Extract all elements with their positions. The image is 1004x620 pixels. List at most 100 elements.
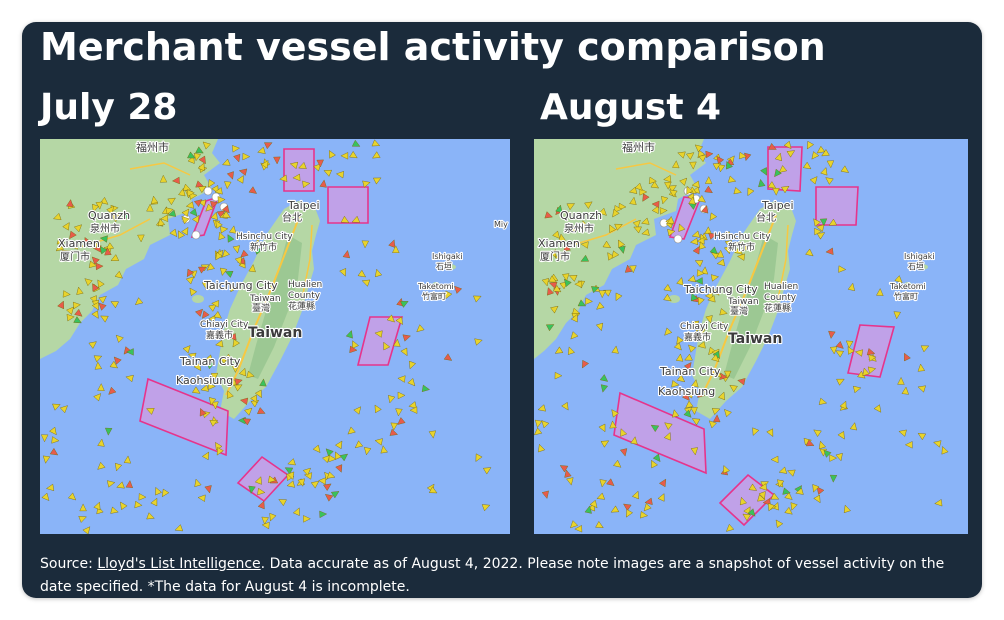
source-link[interactable]: Lloyd's List Intelligence [97, 556, 261, 572]
taiwan-mountains [724, 235, 778, 379]
triangle-marker-icon [114, 270, 123, 279]
highway-west [225, 214, 301, 396]
label-xiamen-cn: 厦门市 [540, 250, 570, 263]
triangle-marker-icon [342, 250, 351, 259]
triangle-marker-icon [91, 302, 99, 311]
triangle-marker-icon [734, 246, 743, 255]
triangle-marker-icon [690, 292, 698, 302]
triangle-marker-icon [214, 187, 223, 195]
triangle-marker-icon [580, 254, 590, 262]
label-ishigaki-cn: 石垣 [908, 261, 924, 271]
triangle-marker-icon [219, 356, 229, 364]
triangle-marker-icon [160, 214, 169, 222]
triangle-marker-icon [250, 394, 258, 404]
triangle-marker-icon [126, 348, 134, 356]
triangle-marker-icon [201, 451, 210, 461]
triangle-marker-icon [816, 232, 826, 240]
triangle-marker-icon [400, 301, 409, 308]
triangle-marker-icon [278, 499, 287, 507]
triangle-marker-icon [82, 526, 91, 534]
triangle-marker-icon [297, 478, 305, 487]
triangle-marker-icon [664, 327, 673, 336]
triangle-marker-icon [843, 504, 851, 514]
triangle-marker-icon [772, 187, 780, 196]
triangle-marker-icon [642, 193, 650, 202]
triangle-marker-icon [805, 248, 814, 257]
triangle-marker-icon [345, 330, 353, 339]
triangle-marker-icon [664, 422, 673, 430]
label-fuzhou: 福州市 [622, 140, 655, 154]
triangle-marker-icon [268, 475, 277, 483]
map-august-4[interactable]: 福州市 Quanzh 泉州市 Xiamen 厦门市 Taipei 台北 Hsin… [534, 139, 968, 534]
triangle-marker-icon [298, 161, 307, 169]
triangle-marker-icon [204, 354, 213, 362]
triangle-marker-icon [351, 215, 361, 223]
triangle-marker-icon [111, 214, 119, 223]
triangle-marker-icon [904, 441, 913, 449]
triangle-marker-icon [335, 170, 345, 179]
triangle-marker-icon [657, 493, 665, 502]
triangle-marker-icon [92, 203, 100, 213]
triangle-marker-icon [631, 490, 639, 500]
triangle-marker-icon [614, 223, 623, 231]
triangle-marker-icon [42, 455, 51, 464]
triangle-marker-icon [901, 386, 909, 395]
triangle-marker-icon [222, 158, 231, 166]
triangle-marker-icon [351, 139, 361, 147]
triangle-marker-icon [610, 505, 620, 513]
triangle-marker-icon [596, 301, 605, 310]
triangle-marker-icon [568, 275, 578, 282]
triangle-marker-icon [933, 440, 942, 448]
triangle-marker-icon [738, 151, 747, 160]
triangle-marker-icon [187, 352, 197, 360]
triangle-marker-icon [704, 226, 712, 235]
triangle-marker-icon [55, 243, 65, 252]
triangle-marker-icon [125, 374, 134, 383]
triangle-marker-icon [650, 181, 660, 189]
triangle-marker-icon [591, 286, 600, 294]
label-hsinchu-cn: 新竹市 [728, 241, 755, 253]
triangle-marker-icon [540, 251, 549, 259]
triangle-marker-icon [673, 342, 682, 351]
triangle-marker-icon [708, 420, 717, 429]
triangle-marker-icon [264, 142, 273, 150]
label-taketomi: Taketomi [889, 282, 926, 291]
map-july-28[interactable]: 福州市 Quanzh 泉州市 Xiamen 厦门市 Taipei 台北 Hsin… [40, 139, 510, 534]
triangle-marker-icon [229, 283, 238, 293]
triangle-marker-icon [689, 161, 697, 170]
triangle-marker-icon [825, 177, 834, 185]
triangle-marker-icon [192, 386, 201, 394]
triangle-marker-icon [62, 290, 71, 298]
triangle-marker-icon [784, 492, 793, 500]
triangle-marker-icon [611, 250, 620, 259]
triangle-marker-icon [178, 230, 185, 239]
triangle-marker-icon [193, 362, 202, 372]
triangle-marker-icon [624, 264, 633, 273]
triangle-marker-icon [847, 346, 855, 355]
highway-west [701, 214, 777, 396]
triangle-marker-icon [189, 287, 198, 297]
triangle-marker-icon [407, 378, 416, 387]
triangle-marker-icon [705, 315, 713, 324]
triangle-marker-icon [242, 152, 251, 161]
triangle-marker-icon [215, 251, 223, 261]
triangle-marker-icon [182, 345, 191, 354]
triangle-marker-icon [839, 400, 847, 410]
triangle-marker-icon [691, 418, 701, 426]
taiwan-mountains [248, 235, 302, 379]
triangle-marker-icon [74, 308, 83, 317]
triangle-marker-icon [93, 393, 102, 402]
label-taipei-cn: 台北 [756, 211, 776, 224]
triangle-marker-icon [254, 476, 262, 485]
triangle-marker-icon [202, 141, 211, 150]
triangle-marker-icon [829, 474, 838, 483]
triangle-marker-icon [691, 379, 699, 388]
triangle-marker-icon [548, 281, 558, 289]
triangle-marker-icon [199, 407, 207, 417]
white-circle-marker-icon [673, 234, 683, 244]
triangle-marker-icon [195, 180, 204, 188]
triangle-marker-icon [409, 406, 418, 414]
triangle-marker-icon [813, 494, 821, 504]
triangle-marker-icon [474, 338, 483, 346]
triangle-marker-icon [552, 284, 562, 293]
